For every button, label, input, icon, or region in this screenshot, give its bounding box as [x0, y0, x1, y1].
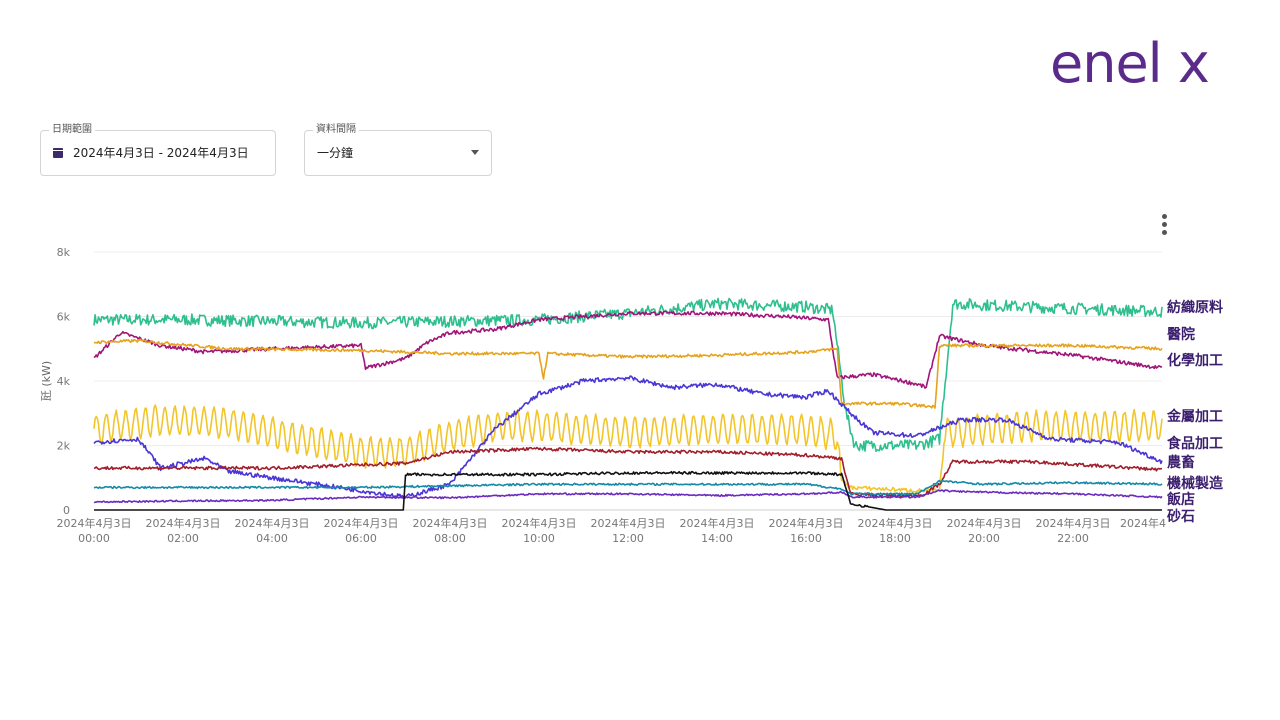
date-range-picker[interactable]: 日期範圍 2024年4月3日 - 2024年4月3日 [40, 123, 276, 176]
x-tick-time: 14:00 [701, 532, 733, 545]
x-axis: 2024年4月3日 00:00 2024年4月3日 02:00 2024年4月3日 04:… [57, 516, 1167, 545]
series-lines [93, 297, 1163, 511]
chevron-down-icon[interactable] [471, 150, 479, 155]
y-tick-label: 0 [63, 504, 70, 517]
x-tick-time: 22:00 [1057, 532, 1089, 545]
series-label: 農畜 [1167, 454, 1195, 471]
x-tick-time: 18:00 [879, 532, 911, 545]
series-line [93, 404, 1163, 493]
x-tick-time: 10:00 [523, 532, 555, 545]
chart-grid [94, 251, 1162, 511]
y-tick-label: 2k [57, 440, 71, 453]
series-line [93, 479, 1163, 496]
series-label: 砂石 [1166, 508, 1195, 525]
x-tick-date: 2024年4月3日 [858, 516, 933, 530]
x-tick-time: 00:00 [78, 532, 110, 545]
y-tick-label: 6k [57, 311, 71, 324]
interval-select[interactable]: 資料間隔 一分鐘 [304, 123, 492, 176]
more-vert-icon[interactable] [1158, 214, 1172, 236]
series-line [93, 446, 1162, 498]
x-tick-date: 2024年4月3日 [680, 516, 755, 530]
series-line [94, 470, 1162, 511]
x-tick-time: 20:00 [968, 532, 1000, 545]
series-line [93, 375, 1163, 499]
logo-text: enel x [1050, 34, 1209, 94]
x-tick-date: 2024年4月3日 [769, 516, 844, 530]
series-line [93, 489, 1163, 504]
x-tick-time: 12:00 [612, 532, 644, 545]
x-tick-date: 2024年4月3日 [947, 516, 1022, 530]
y-tick-label: 4k [57, 375, 71, 388]
x-tick-date: 2024年4月3日 [235, 516, 310, 530]
x-tick-date: 2024年4月3日 [324, 516, 399, 530]
y-axis-label: 瓩 (kW) [40, 361, 53, 401]
date-range-label: 日期範圍 [49, 123, 95, 137]
series-label: 食品加工 [1167, 435, 1223, 452]
x-tick-time: 08:00 [434, 532, 466, 545]
interval-label: 資料間隔 [313, 123, 359, 137]
series-label: 醫院 [1167, 326, 1195, 343]
x-tick-date: 2024年4月3日 [57, 516, 132, 530]
x-tick-time: 04:00 [256, 532, 288, 545]
date-range-value: 2024年4月3日 - 2024年4月3日 [73, 146, 249, 160]
calendar-icon [53, 148, 63, 158]
x-tick-date: 2024年4 [1120, 516, 1166, 530]
x-tick-date: 2024年4月3日 [413, 516, 488, 530]
interval-value: 一分鐘 [317, 146, 354, 160]
series-label: 金屬加工 [1166, 408, 1223, 425]
y-axis: 0 2k 4k 6k 8k [57, 246, 71, 517]
series-label: 紡織原料 [1167, 299, 1223, 316]
x-tick-date: 2024年4月3日 [502, 516, 577, 530]
x-tick-date: 2024年4月3日 [146, 516, 221, 530]
series-line [94, 338, 1163, 409]
series-label: 飯店 [1166, 491, 1195, 508]
x-tick-time: 02:00 [167, 532, 199, 545]
series-label: 機械製造 [1167, 475, 1223, 492]
x-tick-date: 2024年4月3日 [591, 516, 666, 530]
y-tick-label: 8k [57, 246, 71, 259]
series-label: 化學加工 [1167, 352, 1223, 369]
x-tick-date: 2024年4月3日 [1036, 516, 1111, 530]
x-tick-time: 16:00 [790, 532, 822, 545]
x-tick-time: 06:00 [345, 532, 377, 545]
enel-x-logo: enel x [1050, 34, 1210, 94]
series-line [93, 297, 1163, 453]
